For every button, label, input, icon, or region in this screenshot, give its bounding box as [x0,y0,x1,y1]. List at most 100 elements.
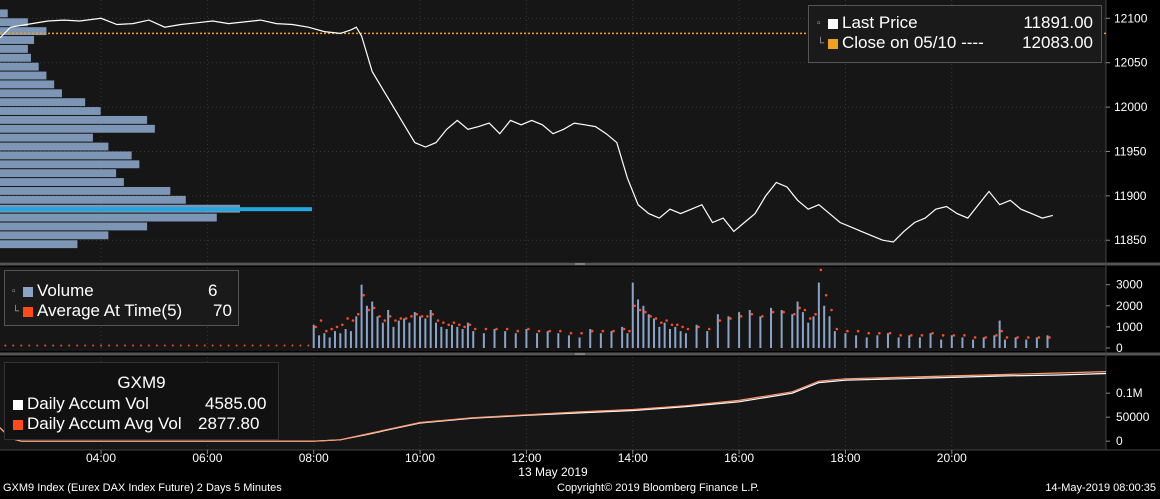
avg-dot [20,344,23,347]
y-axis-ticks: 11850 11900 11950 12000 12050 12100 0 1000 2000 3… [1106,11,1150,448]
volume-profile-bar [0,124,155,133]
volume-profile-bar [0,231,109,240]
volume-profile-bar [0,195,186,204]
daily-vol-swatch [13,399,23,410]
x-axis-ticks: 04:00 06:00 08:00 10:00 12:00 14:00 16:00 18:00… [86,450,967,465]
avg-dot [1000,329,1003,333]
volume-bar [1003,339,1006,348]
volume-bar [1035,337,1038,348]
avg-dot [686,327,690,331]
volume-bar [365,305,368,348]
avg-dot [394,319,397,322]
volume-bar [653,318,656,348]
avg-dot [569,331,573,335]
volume-bar [780,310,783,348]
avg-dot [275,344,278,347]
legend-daily-vol[interactable]: Daily Accum Vol [13,394,149,414]
volume-bar [679,331,682,348]
avg-dot [100,344,103,347]
volume-bar [403,318,406,348]
volume-profile-bar [0,169,117,178]
volume-bar [855,335,858,348]
avg-dot [835,327,839,331]
footer-security: GXM9 Index (Eurex DAX Index Future) 2 Da… [3,482,282,494]
accum-series [0,371,1107,442]
volume-profile-bar [0,44,28,53]
legend-avg[interactable]: └ Average At Time(5) [12,301,182,321]
avg-dot [415,312,419,316]
avg-dot [378,315,381,318]
volume-bar [727,316,730,348]
price-legend[interactable]: ▫ Last Price 11891.00 └ Close on 05/10 ---… [808,5,1102,63]
volume-bar [918,337,921,348]
price-tick-label: 12000 [1114,100,1148,114]
volume-bar [897,337,900,348]
legend-last-price[interactable]: ▫ Last Price [817,13,918,33]
volume-bar [466,322,469,348]
legend-tree-icon: └ [12,306,20,318]
avg-dot [718,319,722,322]
avg-dot [622,327,626,331]
avg-dot [452,321,456,324]
volume-bar [589,329,592,348]
volume-bar [312,324,315,348]
accum-legend[interactable]: GXM9 Daily Accum Vol 4585.00 Daily Accum… [4,362,279,440]
avg-dot [76,344,79,347]
avg-dot [243,344,246,347]
last-price-swatch [828,18,838,29]
avg-dot [649,315,653,318]
avg-dot [830,308,833,312]
volume-bar [695,324,698,348]
legend-collapse-icon[interactable]: ▫ [12,286,16,298]
volume-bar [950,335,953,348]
volume-bar [770,307,773,348]
avg-dot [325,329,328,333]
volume-bar [435,322,438,348]
avg-vol-swatch [13,419,23,430]
volume-profile-bar [0,53,31,62]
volume-bar [807,322,810,348]
avg-dot [941,334,945,337]
avg-dot [44,344,47,347]
avg-dot [447,323,450,327]
avg-dot [84,344,87,347]
avg-dot [952,334,956,337]
avg-dot [267,344,270,347]
volume-legend[interactable]: ▫ Volume 6 └ Average At Time(5) 70 [4,270,239,326]
volume-bar [1014,337,1017,348]
avg-dot [984,336,988,339]
volume-bar [610,331,613,348]
volume-bar [817,282,820,348]
avg-dot [299,344,302,347]
avg-dot [739,315,743,318]
volume-bar [908,335,911,348]
avg-dot [346,317,349,320]
volume-bar [961,337,964,348]
avg-dot [426,315,429,318]
avg-dot [251,344,254,347]
volume-bar [828,316,831,348]
avg-dot [404,317,408,320]
x-tick-label: 12:00 [511,451,541,465]
avg-dot [808,317,812,320]
volume-bar [998,320,1001,348]
price-tick-label: 12100 [1114,11,1148,25]
legend-close[interactable]: └ Close on 05/10 ---- [817,33,984,53]
volume-bar [461,329,464,348]
avg-dot [803,308,807,312]
legend-collapse-icon[interactable]: ▫ [817,18,821,30]
volume-bar [387,310,390,348]
avg-dot [473,327,477,331]
volume-bar [360,284,363,348]
avg-dot [782,310,785,314]
last-price-label: Last Price [842,13,918,32]
legend-avg-vol[interactable]: Daily Accum Avg Vol [13,414,182,434]
volume-profile-bar [0,115,148,124]
avg-dot [123,344,126,347]
legend-volume[interactable]: ▫ Volume [12,281,94,301]
avg-dot [963,334,966,337]
avg-dot [431,312,435,316]
daily-vol-value: 4585.00 [205,394,267,413]
avg-dot [559,329,562,333]
avg-dot [856,329,860,333]
